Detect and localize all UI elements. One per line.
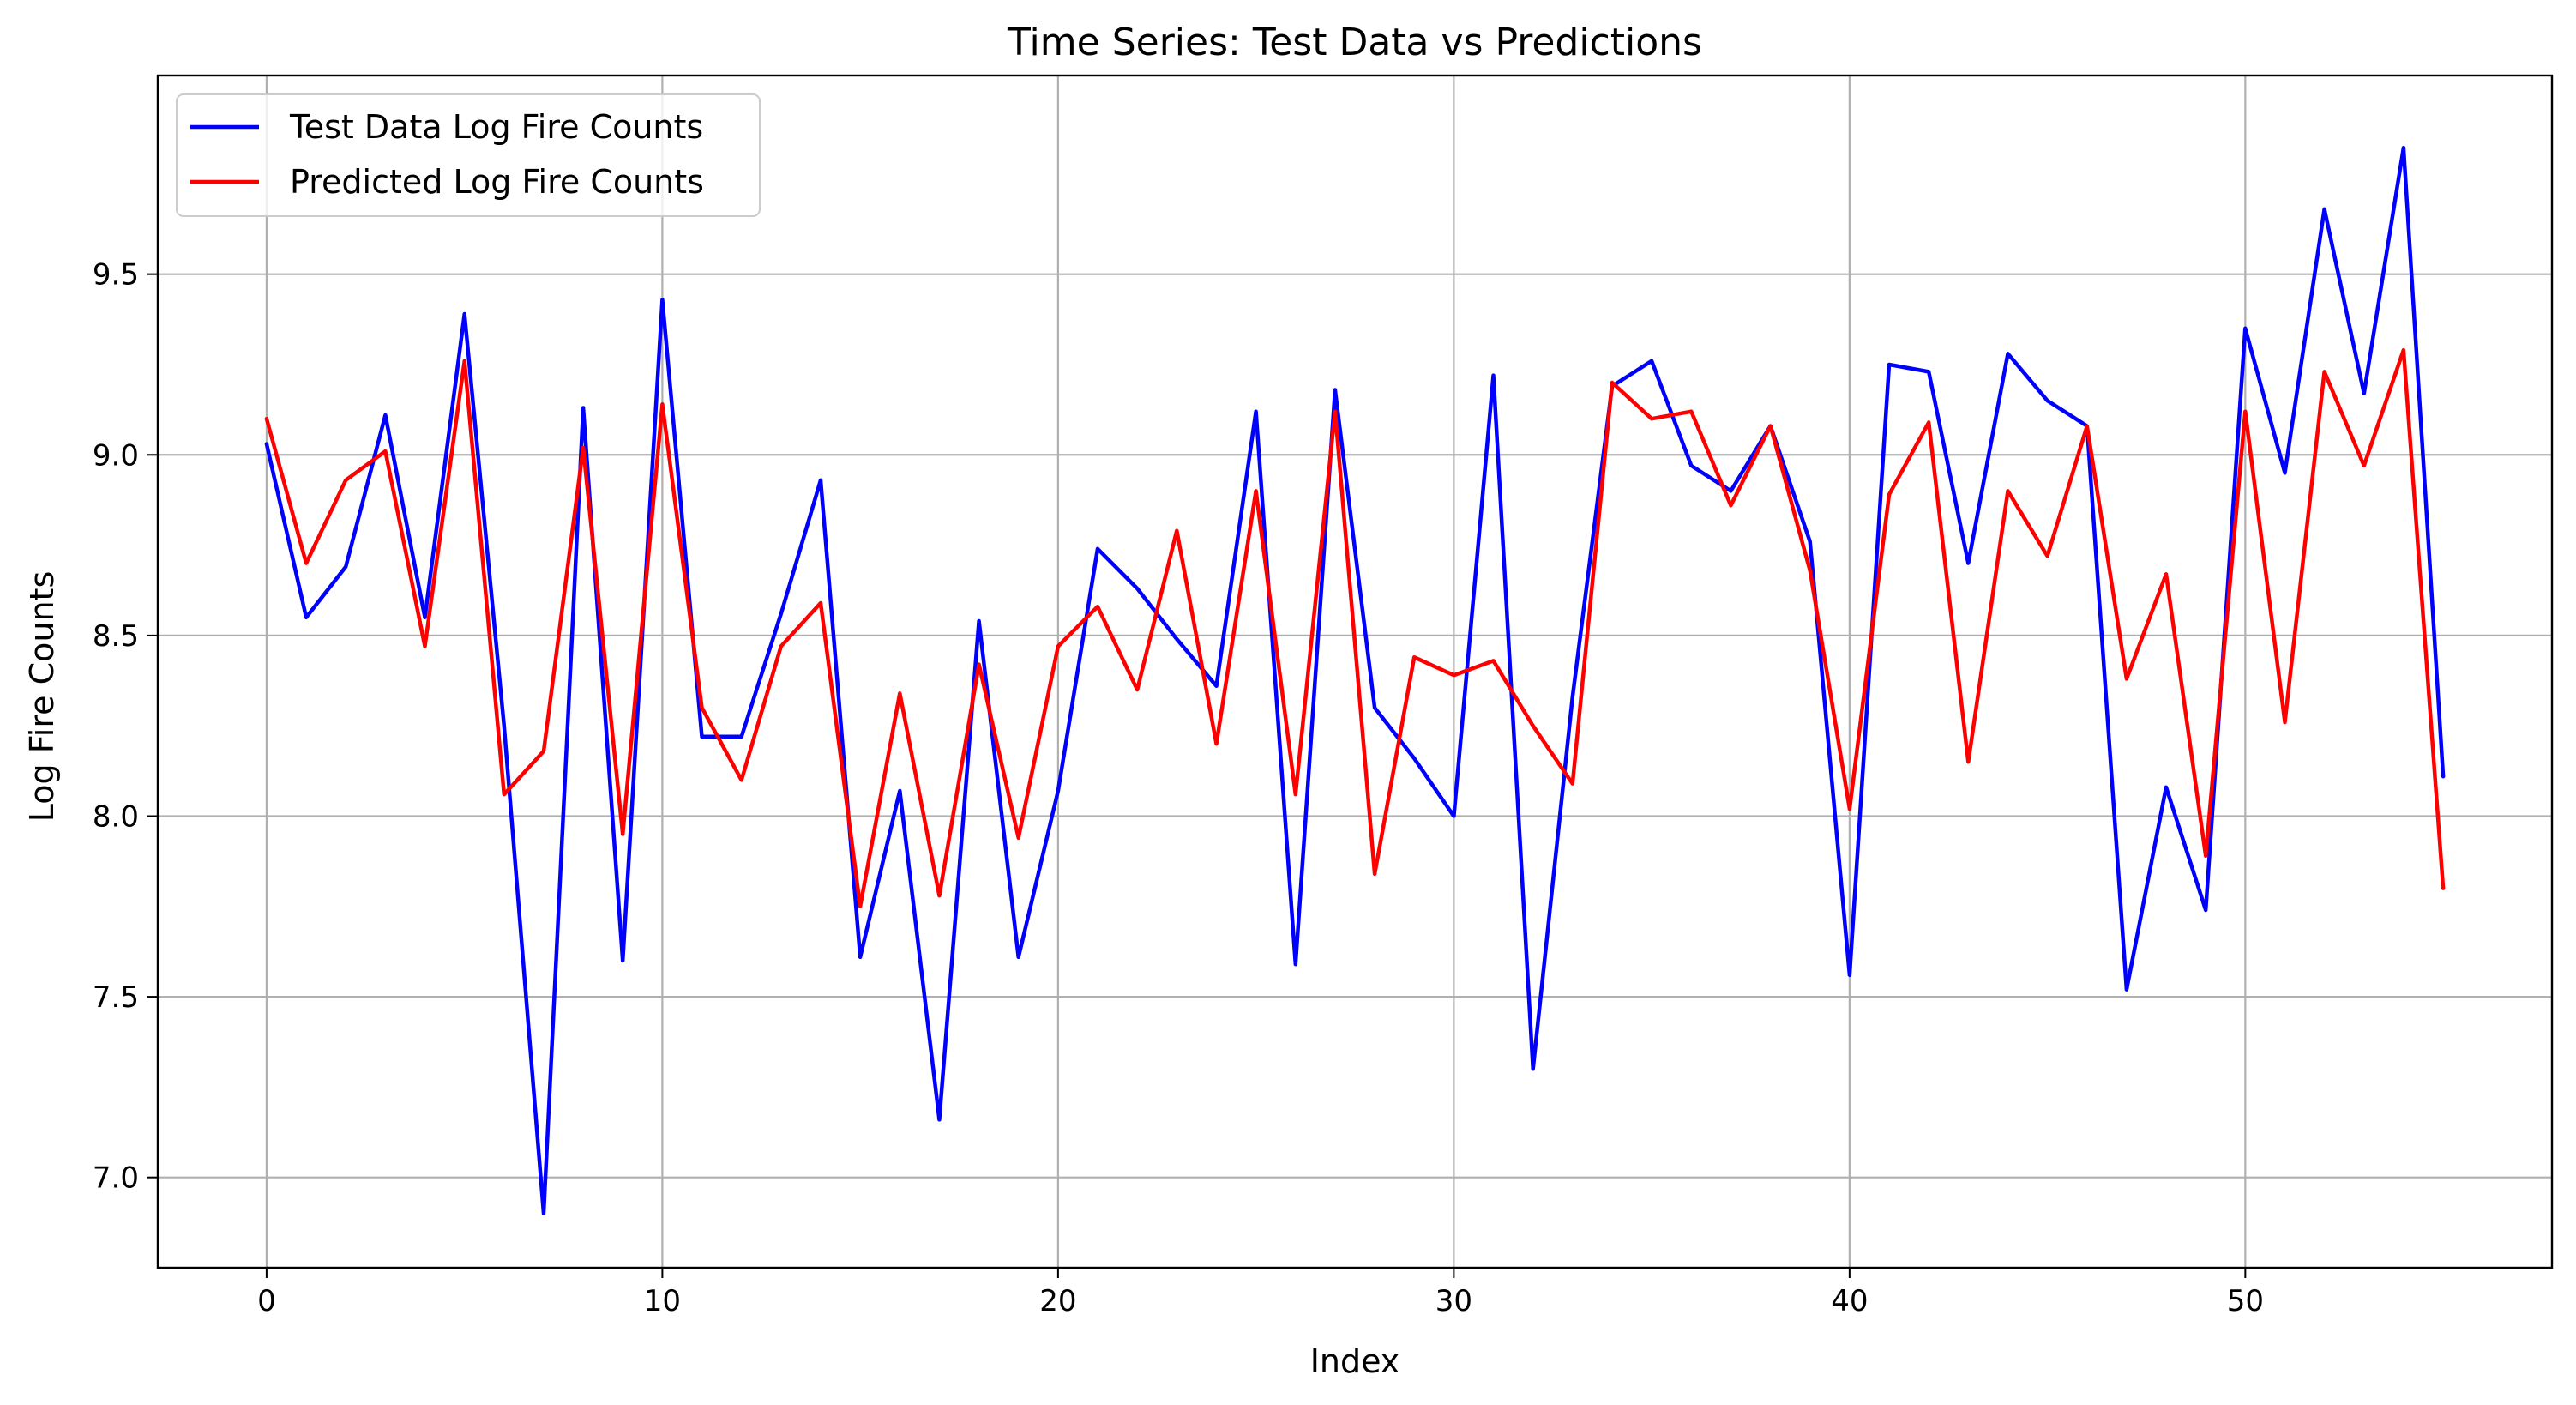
y-tick-label: 9.5: [93, 258, 139, 292]
y-tick-label: 9.0: [93, 438, 139, 473]
x-tick-label: 30: [1435, 1284, 1472, 1318]
legend-label-predicted: Predicted Log Fire Counts: [290, 163, 704, 201]
y-tick-label: 7.5: [93, 980, 139, 1015]
y-axis-label: Log Fire Counts: [23, 571, 61, 823]
chart-title: Time Series: Test Data vs Predictions: [1007, 21, 1702, 64]
series-lines: [264, 145, 2446, 1216]
x-tick-label: 50: [2227, 1284, 2264, 1318]
y-tick-label: 7.0: [93, 1161, 139, 1196]
x-tick-label: 20: [1039, 1284, 1076, 1318]
x-tick-label: 0: [257, 1284, 276, 1318]
axis-ticks: 0 10 20 30 40 50 7.0 7.5 8.0 8.5 9.0 9.5: [93, 258, 2264, 1318]
series-line-predicted: [264, 347, 2446, 909]
legend-label-test-data: Test Data Log Fire Counts: [289, 108, 703, 146]
x-axis-label: Index: [1310, 1342, 1400, 1380]
x-tick-label: 40: [1831, 1284, 1868, 1318]
y-tick-label: 8.5: [93, 619, 139, 654]
legend-box: [176, 93, 761, 217]
x-tick-label: 10: [644, 1284, 681, 1318]
legend: Test Data Log Fire Counts Predicted Log …: [176, 93, 761, 217]
plot-area-frame: [156, 74, 2554, 1269]
y-tick-label: 8.0: [93, 799, 139, 834]
series-line-test-data: [264, 145, 2446, 1216]
